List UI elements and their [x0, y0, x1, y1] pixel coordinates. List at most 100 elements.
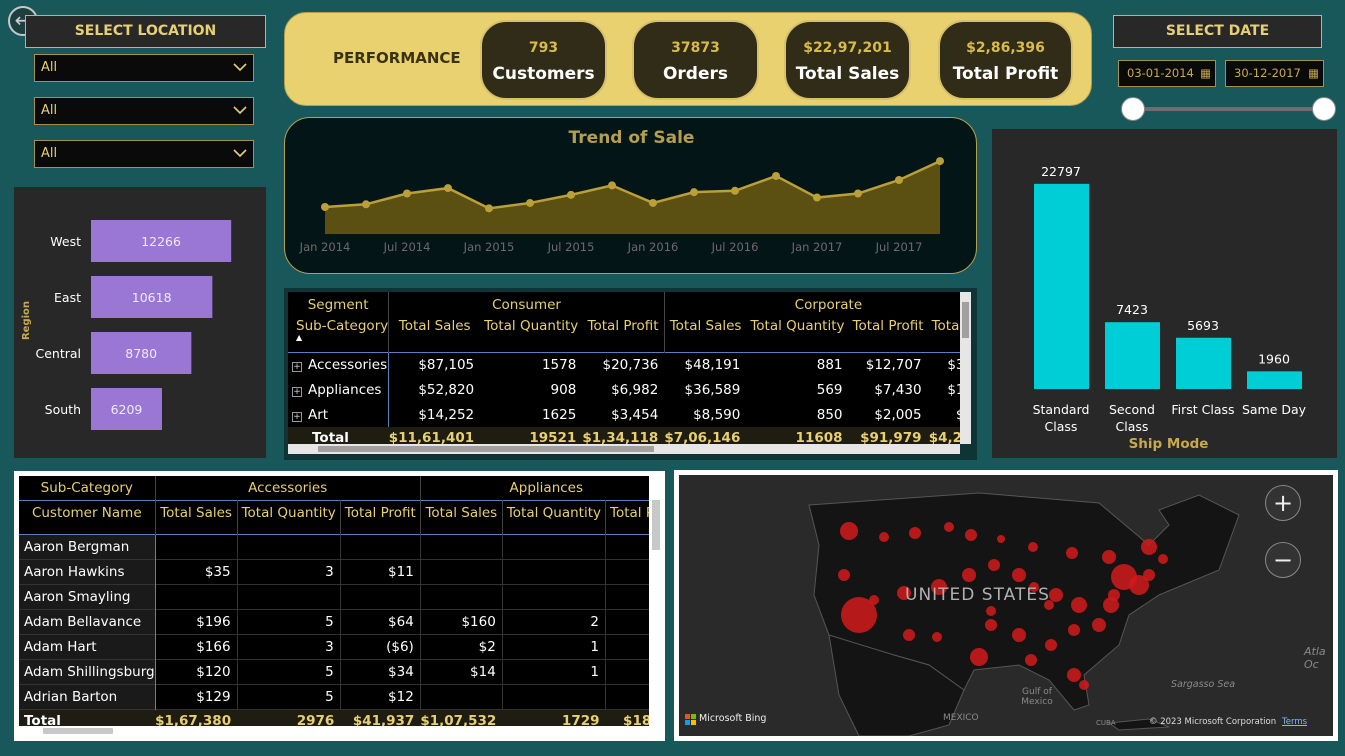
trend-point [731, 186, 739, 195]
matrix-cell: $20,736 [582, 352, 664, 377]
measure-header-cell[interactable]: Total Quantity [480, 318, 582, 352]
expand-plus-icon[interactable]: + [292, 411, 302, 422]
zoom-in-button[interactable]: + [1265, 485, 1301, 521]
segment-header-cell: Segment [288, 292, 390, 318]
date-slider-track[interactable] [1133, 107, 1324, 111]
table-row[interactable]: Adam Shillingsburg $120 5 $34 $14 1 [19, 659, 649, 684]
total-cell: $11,61,401 [389, 427, 480, 444]
segment-matrix-vscroll[interactable] [960, 292, 971, 444]
matrix-cell: $2,005 [849, 402, 928, 427]
sort-ascending-icon[interactable]: ▲ [296, 333, 303, 342]
date-slider-end-handle[interactable] [1312, 97, 1336, 121]
table-row[interactable]: Aaron Bergman [19, 534, 649, 559]
matrix-cell: $11 [340, 559, 421, 584]
cell-value: 3 [325, 563, 334, 580]
trend-point [608, 181, 616, 190]
measure-header-cell[interactable]: Total Sal [928, 318, 966, 352]
segment-consumer-header: Consumer [492, 297, 561, 313]
measure-header: Total Quantity [241, 504, 336, 521]
calendar-icon[interactable]: ▦ [1200, 66, 1211, 80]
measure-header-cell[interactable]: Total Profit [849, 318, 928, 352]
segment-matrix-hscroll[interactable] [288, 444, 960, 454]
ship-mode-chart[interactable]: 22797 Standard Class 7423 Second Class 5693 Fir… [992, 129, 1337, 458]
location-dropdown-2-value: All [41, 103, 58, 118]
region-chart[interactable]: West 12266 East 10618 Central 8780 South 6209 [14, 187, 266, 458]
matrix-cell: 1578 [480, 352, 582, 377]
measure-header-cell[interactable]: Total Quantity [746, 318, 848, 352]
table-row[interactable]: Adam Bellavance $196 5 $64 $160 2 $ [19, 609, 649, 634]
map-location-dot [1025, 654, 1037, 666]
ship-mode-panel: 22797 Standard Class 7423 Second Class 5693 Fir… [992, 129, 1337, 458]
customer-matrix-hscroll[interactable] [19, 726, 649, 737]
matrix-cell [605, 684, 649, 709]
location-dropdown-1[interactable]: All [34, 54, 254, 82]
map-terms-link[interactable]: Terms [1282, 717, 1308, 727]
matrix-cell: $14 [420, 659, 503, 684]
region-bar-value: 6209 [111, 402, 143, 417]
expand-plus-icon[interactable]: + [292, 361, 302, 372]
subcategory-col-header: Sub-Category [40, 479, 133, 496]
total-cell: $4,29,6 [928, 427, 966, 444]
measure-header-cell[interactable]: Total Quantity [502, 500, 607, 534]
cell-value: $48,191 [684, 356, 741, 373]
measure-header-cell[interactable]: Total Sales [155, 500, 238, 534]
segment-corporate-header: Corporate [794, 297, 863, 313]
zoom-out-button[interactable]: − [1265, 542, 1301, 578]
map-location-dot [1066, 547, 1078, 559]
total-label-cell: Total [288, 427, 389, 444]
customer-matrix[interactable]: Sub-Category Accessories Appliances Custome… [19, 476, 649, 726]
segment-matrix[interactable]: Segment Consumer Corporate Sub-Category ▲ Tot… [288, 292, 966, 444]
ship-mode-bar [1247, 371, 1302, 389]
measure-header-cell[interactable]: Total Sales [420, 500, 503, 534]
measure-header-cell[interactable]: Total Sales [389, 318, 480, 352]
measure-header-cell[interactable]: Total Profit [582, 318, 665, 352]
customer-name-cell: Aaron Bergman [19, 534, 156, 559]
customer-name: Aaron Smayling [24, 588, 131, 605]
matrix-cell: $196 [155, 609, 238, 634]
chevron-down-icon [233, 106, 247, 115]
date-slider-start-handle[interactable] [1121, 97, 1145, 121]
map-location-dot [1102, 550, 1116, 564]
measure-header-cell[interactable]: Total Quantity [237, 500, 341, 534]
measure-header: Total Profit [587, 318, 659, 334]
matrix-cell: 2 [502, 609, 607, 634]
total-value: $41,937 [352, 713, 415, 726]
region-axis-label: Region [21, 300, 32, 341]
customer-name-header-cell[interactable]: Customer Name [19, 500, 156, 534]
matrix-cell [605, 659, 649, 684]
matrix-cell: $34 [340, 659, 421, 684]
location-dropdown-2[interactable]: All [34, 97, 254, 125]
table-row[interactable]: Aaron Smayling [19, 584, 649, 609]
row-header-cell[interactable]: Sub-Category ▲ [288, 318, 390, 352]
table-row[interactable]: Adrian Barton $129 5 $12 [19, 684, 649, 709]
region-category-label: East [54, 290, 81, 305]
table-row[interactable]: Aaron Hawkins $35 3 $11 [19, 559, 649, 584]
measure-header-cell[interactable]: Total Pro [605, 500, 649, 534]
table-row[interactable]: + Appliances $52,820 908 $6,982 $36,589 569 $7,… [288, 377, 966, 402]
matrix-cell [420, 684, 503, 709]
calendar-icon[interactable]: ▦ [1308, 66, 1319, 80]
cell-value: $6,982 [611, 381, 659, 398]
cell-value: 850 [816, 406, 843, 423]
measure-header-cell[interactable]: Total Sales [664, 318, 746, 352]
total-value: $1,67,380 [155, 713, 232, 726]
map-location-dot [932, 632, 942, 642]
map-location-dot [986, 606, 996, 616]
trend-chart[interactable]: Jan 2014 Jul 2014 Jan 2015 Jul 2015 Jan 2016… [285, 118, 978, 275]
end-date-input[interactable]: 30-12-2017 ▦ [1225, 60, 1324, 87]
start-date-input[interactable]: 03-01-2014 ▦ [1118, 60, 1216, 87]
map-location-dot [1068, 624, 1080, 636]
measure-header: Total Pro [610, 504, 649, 521]
map-canvas[interactable]: UNITED STATES Gulf of Mexico MEXICO CUBA… [679, 475, 1333, 736]
measure-header-cell[interactable]: Total Profit [340, 500, 421, 534]
customer-matrix-vscroll[interactable] [650, 476, 662, 726]
table-row[interactable]: Adam Hart $166 3 ($6) $2 1 [19, 634, 649, 659]
table-row[interactable]: + Accessories $87,105 1578 $20,736 $48,191 881… [288, 352, 966, 377]
row-label: Art [308, 406, 329, 423]
map-location-dot [909, 527, 921, 539]
matrix-cell: 3 [237, 559, 341, 584]
expand-plus-icon[interactable]: + [292, 386, 302, 397]
matrix-cell: 1 [502, 634, 607, 659]
location-dropdown-3[interactable]: All [34, 140, 254, 168]
